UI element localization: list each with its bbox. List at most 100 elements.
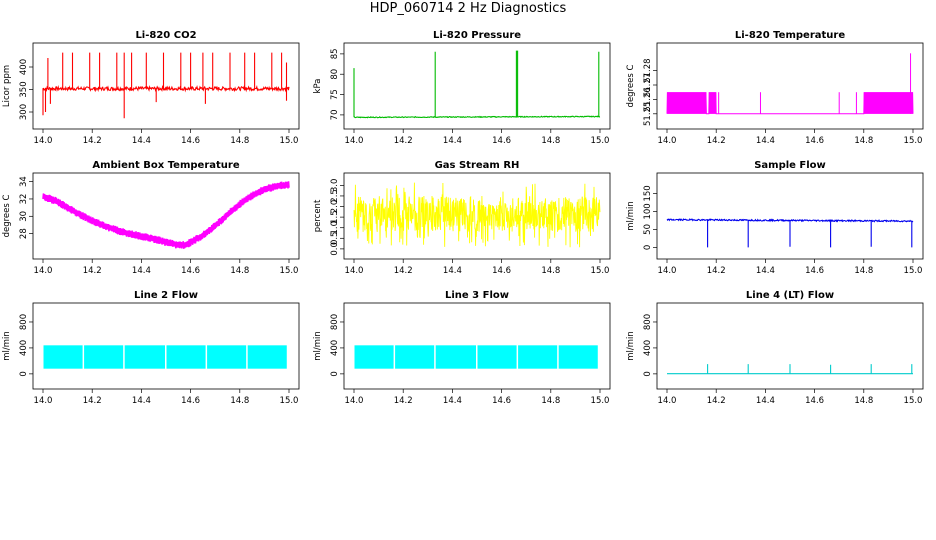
x-tick-label: 14.2: [707, 266, 726, 276]
x-tick-label: 14.2: [707, 136, 726, 146]
data-block: [477, 345, 517, 369]
x-tick-label: 14.0: [34, 266, 53, 276]
x-tick-label: 14.4: [756, 266, 775, 276]
x-tick-label: 14.0: [658, 396, 677, 406]
x-tick-label: 14.8: [854, 396, 873, 406]
panel-title: Sample Flow: [754, 160, 826, 171]
x-tick-label: 15.0: [591, 266, 610, 276]
y-axis-label: Licor ppm: [2, 65, 12, 107]
data-series: [666, 92, 914, 115]
chart-panel-5: Gas Stream RH percent 14.0 14.2 14.4 14.6 14.8…: [313, 160, 611, 276]
chart-panel-6: Sample Flow ml/min 14.0 14.2 14.4 14.6 14.8 15.…: [626, 160, 924, 276]
y-axis-label: degrees C: [626, 65, 636, 108]
data-series: [42, 181, 290, 249]
y-tick-label: 0: [643, 245, 653, 250]
x-tick-label: 14.6: [805, 396, 824, 406]
y-tick-label: 50: [643, 224, 653, 235]
data-band: [863, 92, 913, 114]
y-tick-label: 1.5: [330, 210, 340, 224]
x-tick-label: 14.2: [707, 396, 726, 406]
x-tick-label: 15.0: [280, 266, 299, 276]
data-block: [518, 345, 558, 369]
x-tick-label: 14.0: [345, 136, 364, 146]
y-tick-label: 300: [19, 104, 29, 120]
x-tick-label: 14.8: [541, 396, 560, 406]
x-tick-label: 14.0: [34, 396, 53, 406]
plot-frame: [343, 172, 611, 260]
y-tick-label: 2.5: [330, 189, 340, 203]
y-tick-label: 400: [330, 340, 340, 356]
y-tick-label: 0: [330, 371, 340, 376]
x-tick-label: 14.0: [345, 396, 364, 406]
x-tick-label: 14.2: [394, 136, 413, 146]
y-tick-label: 0: [643, 371, 653, 376]
y-tick-label: 1.0: [330, 221, 340, 235]
panel-title: Line 2 Flow: [134, 290, 198, 301]
y-tick-label: 400: [19, 59, 29, 75]
panel-title: Ambient Box Temperature: [92, 160, 239, 171]
data-block: [124, 345, 165, 369]
x-tick-label: 14.6: [805, 266, 824, 276]
x-tick-label: 14.4: [443, 396, 462, 406]
x-tick-label: 14.2: [394, 266, 413, 276]
x-tick-label: 14.8: [230, 266, 249, 276]
x-tick-label: 14.2: [83, 396, 102, 406]
plot-frame: [343, 42, 611, 130]
y-axis-label: ml/min: [626, 201, 636, 231]
y-tick-label: 0.5: [330, 232, 340, 246]
data-block: [354, 345, 394, 369]
chart-panel-3: Li-820 Temperature degrees C 14.0 14.2 14.4 1…: [626, 30, 924, 146]
x-tick-label: 14.6: [805, 136, 824, 146]
y-tick-label: 800: [19, 314, 29, 330]
y-tick-label: 30: [19, 211, 29, 222]
plot-frame: [32, 302, 300, 390]
y-tick-label: 400: [19, 340, 29, 356]
y-tick-label: 51.27: [643, 73, 653, 97]
y-tick-label: 400: [643, 340, 653, 356]
plot-frame: [656, 42, 924, 130]
x-tick-label: 14.4: [756, 396, 775, 406]
plot-frame: [343, 302, 611, 390]
x-tick-label: 14.4: [443, 266, 462, 276]
x-tick-label: 14.2: [83, 266, 102, 276]
y-tick-label: 3.0: [330, 179, 340, 193]
x-tick-label: 14.8: [230, 136, 249, 146]
y-tick-label: 75: [330, 89, 340, 100]
data-series: [42, 52, 290, 119]
data-block: [84, 345, 124, 369]
x-tick-label: 14.4: [756, 136, 775, 146]
y-tick-label: 150: [643, 185, 653, 201]
chart-panel-9: Line 4 (LT) Flow ml/min 14.0 14.2 14.4 14.6 14…: [626, 290, 924, 406]
data-block: [43, 345, 83, 369]
x-tick-label: 14.6: [181, 396, 200, 406]
x-tick-label: 14.8: [854, 266, 873, 276]
x-tick-label: 14.8: [541, 266, 560, 276]
x-tick-label: 15.0: [591, 136, 610, 146]
x-tick-label: 14.0: [345, 266, 364, 276]
x-tick-label: 14.0: [658, 136, 677, 146]
data-series: [353, 182, 601, 248]
data-series: [667, 364, 913, 375]
y-tick-label: 34: [19, 176, 29, 187]
x-tick-label: 14.4: [132, 266, 151, 276]
x-tick-label: 15.0: [904, 266, 923, 276]
y-axis-label: degrees C: [2, 195, 12, 238]
x-tick-label: 14.8: [230, 396, 249, 406]
y-tick-label: 0: [19, 371, 29, 376]
x-tick-label: 14.6: [181, 266, 200, 276]
plot-frame: [656, 172, 924, 260]
data-series: [353, 50, 601, 119]
data-block: [395, 345, 435, 369]
chart-panel-7: Line 2 Flow ml/min 14.0 14.2 14.4 14.6 14.8 15.…: [2, 290, 300, 406]
y-tick-label: 800: [330, 314, 340, 330]
data-block: [207, 345, 247, 369]
x-tick-label: 15.0: [280, 396, 299, 406]
y-axis-label: ml/min: [626, 331, 636, 361]
x-tick-label: 14.6: [492, 136, 511, 146]
page-title: HDP_060714 2 Hz Diagnostics: [369, 1, 567, 16]
panel-title: Line 4 (LT) Flow: [746, 290, 834, 301]
panel-title: Gas Stream RH: [435, 160, 520, 171]
x-tick-label: 15.0: [904, 396, 923, 406]
x-tick-label: 14.6: [492, 396, 511, 406]
